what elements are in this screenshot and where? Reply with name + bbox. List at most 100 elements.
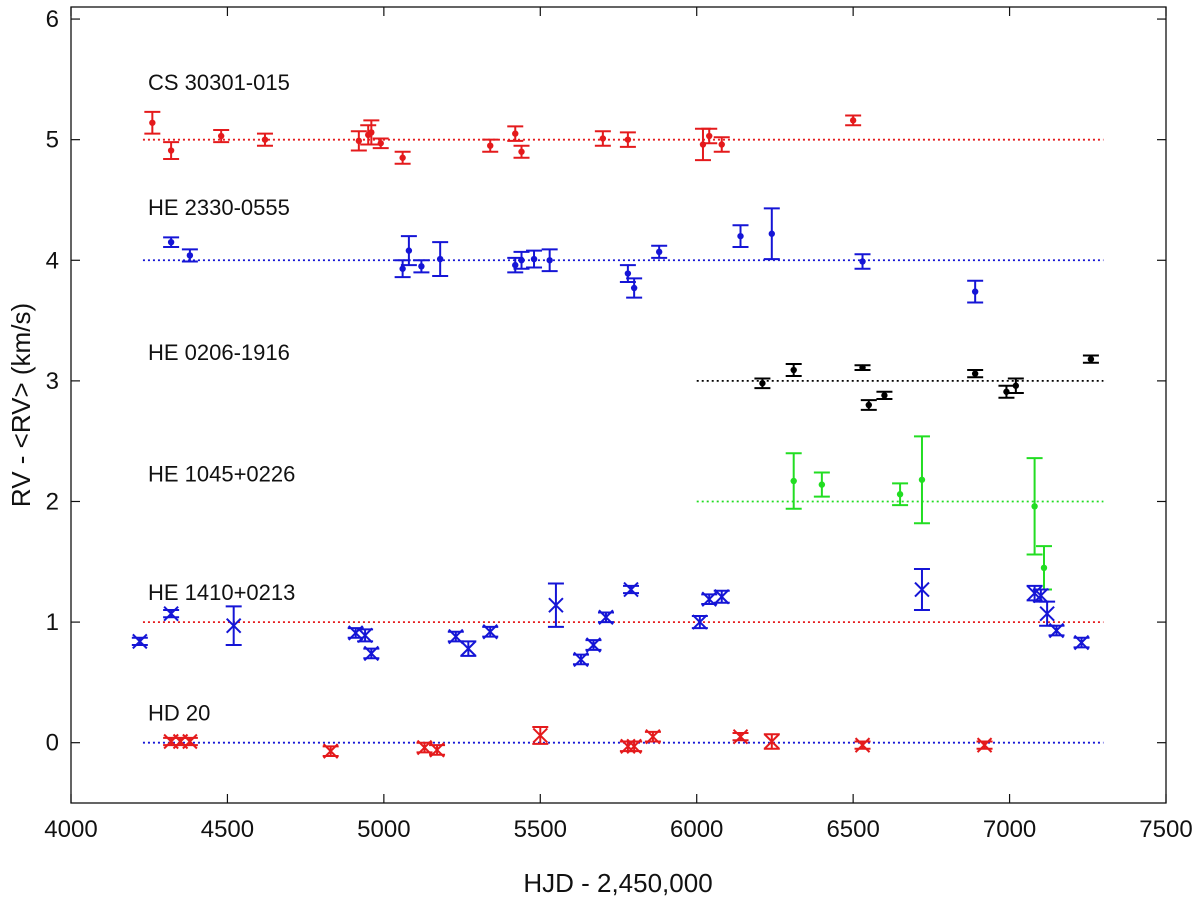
data-point xyxy=(1026,457,1043,556)
data-point xyxy=(626,277,643,299)
data-point xyxy=(854,253,871,270)
y-axis-title: RV - <RV> (km/s) xyxy=(6,303,36,507)
point-marker xyxy=(167,147,175,154)
series-label: HD 20 xyxy=(148,701,210,726)
data-point xyxy=(429,742,446,758)
data-point xyxy=(860,399,877,411)
data-point xyxy=(256,132,273,147)
point-cross-b xyxy=(598,609,614,625)
point-cross-b xyxy=(714,589,730,605)
point-marker xyxy=(881,392,888,399)
data-point xyxy=(976,737,993,753)
data-point xyxy=(131,633,148,650)
data-point xyxy=(513,250,530,270)
data-point xyxy=(225,605,242,647)
data-point xyxy=(594,130,611,147)
data-point xyxy=(913,435,930,525)
data-point xyxy=(394,150,411,165)
point-marker xyxy=(405,247,413,254)
data-point xyxy=(785,452,802,510)
point-marker xyxy=(865,401,872,409)
point-cross-b xyxy=(416,739,433,756)
data-point xyxy=(163,605,180,622)
data-point xyxy=(967,369,984,379)
point-marker xyxy=(790,366,797,374)
point-marker xyxy=(1003,388,1010,395)
data-point xyxy=(813,471,830,498)
data-point xyxy=(432,241,449,277)
point-marker xyxy=(1012,382,1020,389)
point-marker xyxy=(624,136,632,143)
point-marker xyxy=(399,154,406,161)
data-point xyxy=(691,614,708,630)
x-axis-title: HJD - 2,450,000 xyxy=(523,868,712,898)
point-marker xyxy=(186,252,194,259)
x-tick-label: 6500 xyxy=(826,816,879,843)
point-marker xyxy=(759,380,766,387)
point-marker xyxy=(971,288,979,295)
data-point xyxy=(713,589,730,605)
data-point xyxy=(532,726,549,745)
point-cross-b xyxy=(764,733,780,750)
data-point xyxy=(854,364,871,372)
series-label: HE 0206-1916 xyxy=(148,340,290,365)
data-point xyxy=(626,738,643,755)
data-point xyxy=(876,390,893,400)
data-point xyxy=(967,279,984,304)
point-marker xyxy=(518,148,525,155)
point-marker xyxy=(896,491,904,498)
point-marker xyxy=(512,130,519,137)
data-point xyxy=(763,733,780,750)
point-marker xyxy=(655,248,663,256)
point-marker xyxy=(167,238,175,246)
data-point xyxy=(363,645,380,662)
data-point xyxy=(372,137,389,150)
point-marker xyxy=(1087,355,1095,363)
point-marker xyxy=(1031,503,1038,510)
data-point xyxy=(541,248,558,273)
data-point xyxy=(701,127,718,145)
point-cross-b xyxy=(585,637,602,653)
point-marker xyxy=(971,370,979,377)
point-cross-b xyxy=(163,605,179,622)
point-cross-b xyxy=(623,581,639,598)
data-point xyxy=(357,627,374,644)
star-labels: CS 30301-015 HE 2330-0555 HE 0206-1916 HE 1… xyxy=(148,70,295,726)
point-cross-b xyxy=(1048,622,1065,639)
data-point xyxy=(1035,545,1052,591)
y-tick-label: 1 xyxy=(46,609,59,636)
data-point xyxy=(322,743,339,759)
data-point xyxy=(619,131,636,148)
data-point xyxy=(732,224,749,249)
data-point xyxy=(1073,634,1090,651)
point-marker xyxy=(599,135,607,142)
y-tick-label: 4 xyxy=(46,247,59,274)
point-marker xyxy=(706,132,713,140)
data-point xyxy=(651,244,668,259)
data-point xyxy=(1082,354,1099,364)
point-cross-b xyxy=(322,743,339,759)
point-marker xyxy=(1040,564,1048,572)
point-cross-b xyxy=(645,728,661,745)
data-point xyxy=(854,737,871,753)
point-cross-b xyxy=(429,742,445,758)
point-marker xyxy=(546,257,553,264)
point-cross-b xyxy=(692,614,708,630)
point-cross-b xyxy=(1026,585,1043,601)
data-point xyxy=(350,130,367,152)
point-marker xyxy=(399,265,406,272)
point-cross-b xyxy=(182,733,198,750)
data-point xyxy=(845,114,862,127)
y-tick-label: 0 xyxy=(46,730,59,757)
point-cross-b xyxy=(1073,634,1090,651)
point-cross-b xyxy=(347,625,364,641)
data-point xyxy=(913,568,930,612)
point-cross-b xyxy=(225,618,242,634)
y-tick-label: 6 xyxy=(46,6,59,33)
point-cross-b xyxy=(448,628,464,645)
data-point xyxy=(181,248,198,263)
data-point xyxy=(547,582,564,628)
point-marker xyxy=(355,137,363,145)
point-marker xyxy=(368,129,375,136)
point-cross-b xyxy=(1039,605,1055,622)
